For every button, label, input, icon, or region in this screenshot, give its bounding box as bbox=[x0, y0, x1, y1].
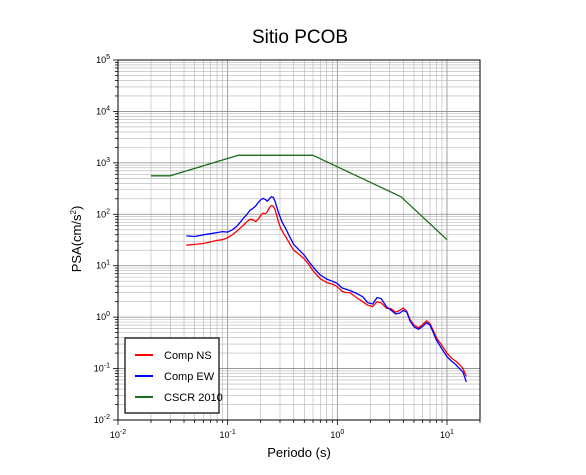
legend-label-cscr-2010: CSCR 2010 bbox=[164, 392, 223, 404]
legend-label-comp-ns: Comp NS bbox=[164, 350, 212, 362]
y-tick-label: 105 bbox=[96, 54, 110, 65]
y-tick-label: 103 bbox=[96, 157, 110, 168]
series-line-cscr-2010 bbox=[151, 154, 448, 241]
y-tick-label: 104 bbox=[96, 105, 110, 116]
y-tick-label: 102 bbox=[96, 208, 110, 219]
series-line-comp-ew bbox=[186, 196, 467, 383]
y-tick-label: 101 bbox=[96, 260, 110, 271]
series-line-comp-ns bbox=[186, 204, 467, 377]
legend-label-comp-ew: Comp EW bbox=[164, 371, 215, 383]
tick-label-layer: 10-2 10-1 100 101 10-2 10-1 100 101 102 103 104 105 bbox=[94, 54, 454, 440]
plot-frame bbox=[117, 59, 481, 421]
x-tick-label: 10-2 bbox=[110, 429, 126, 440]
y-tick-label: 10-2 bbox=[94, 414, 110, 425]
x-tick-label: 100 bbox=[330, 429, 344, 440]
x-tick-label: 101 bbox=[440, 429, 454, 440]
chart-title: Sitio PCOB bbox=[252, 27, 348, 48]
y-tick-label: 100 bbox=[96, 311, 110, 322]
y-axis-title-close: ) bbox=[69, 206, 84, 210]
x-tick-label: 10-1 bbox=[220, 429, 236, 440]
x-axis-title: Periodo (s) bbox=[267, 445, 331, 460]
plot-layer bbox=[151, 154, 467, 383]
y-axis-title-base: PSA(cm/s bbox=[69, 214, 84, 272]
y-tick-label: 10-1 bbox=[94, 363, 110, 374]
y-axis-title-sup: 2 bbox=[69, 210, 78, 215]
legend: Comp NS Comp EW CSCR 2010 bbox=[124, 337, 223, 414]
grid-layer bbox=[113, 59, 481, 425]
y-axis-title: PSA(cm/s2) bbox=[69, 206, 84, 273]
